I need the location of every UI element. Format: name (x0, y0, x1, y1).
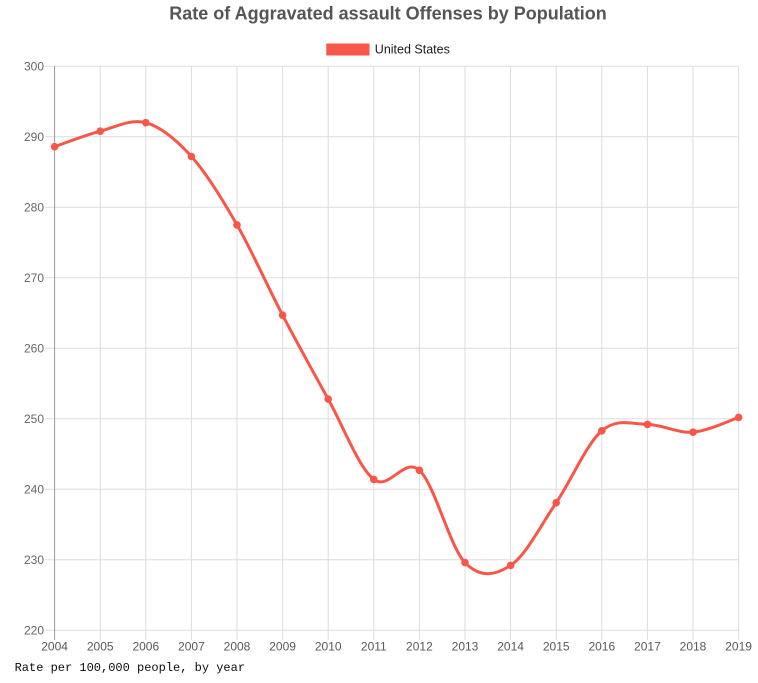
svg-text:2017: 2017 (634, 640, 661, 654)
svg-text:2005: 2005 (87, 640, 114, 654)
svg-text:270: 270 (24, 271, 44, 285)
svg-text:260: 260 (24, 342, 44, 356)
svg-text:2011: 2011 (361, 640, 387, 654)
svg-text:2013: 2013 (452, 640, 479, 654)
svg-text:290: 290 (24, 130, 44, 144)
svg-text:2004: 2004 (41, 640, 68, 654)
svg-text:United States: United States (375, 43, 450, 57)
svg-text:230: 230 (24, 553, 44, 567)
svg-text:2014: 2014 (497, 640, 524, 654)
svg-text:240: 240 (24, 483, 44, 497)
svg-text:2018: 2018 (680, 640, 707, 654)
svg-text:220: 220 (24, 624, 44, 638)
svg-text:280: 280 (24, 201, 44, 215)
svg-text:2016: 2016 (588, 640, 615, 654)
svg-text:300: 300 (24, 60, 44, 74)
svg-text:2010: 2010 (315, 640, 342, 654)
svg-text:2006: 2006 (132, 640, 159, 654)
svg-text:2015: 2015 (543, 640, 570, 654)
svg-text:2019: 2019 (725, 640, 752, 654)
svg-text:250: 250 (24, 412, 44, 426)
svg-text:Rate per 100,000 people, by ye: Rate per 100,000 people, by year (15, 661, 245, 675)
svg-text:Rate of Aggravated assault Off: Rate of Aggravated assault Offenses by P… (169, 4, 606, 24)
svg-text:2007: 2007 (178, 640, 205, 654)
svg-text:2012: 2012 (406, 640, 433, 654)
svg-text:2008: 2008 (224, 640, 251, 654)
svg-text:2009: 2009 (269, 640, 296, 654)
